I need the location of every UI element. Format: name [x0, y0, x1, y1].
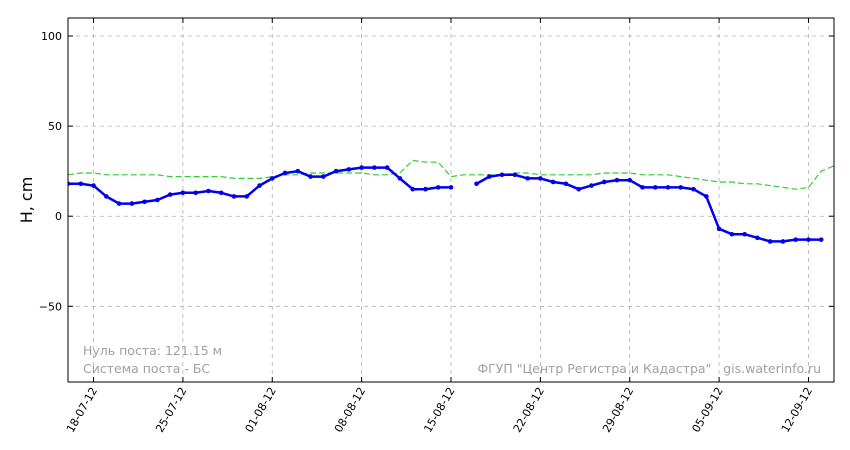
level-data-point	[589, 183, 594, 188]
x-tick-label: 01-08-12	[243, 385, 279, 435]
level-data-point	[499, 172, 505, 178]
level-data-point	[206, 188, 211, 194]
level-data-point	[295, 168, 301, 174]
level-data-point	[423, 186, 428, 192]
level-data-point	[333, 168, 339, 174]
level-data-point	[269, 176, 275, 181]
series-layer	[68, 159, 849, 244]
level-data-point	[627, 177, 633, 183]
level-data-point	[844, 236, 849, 241]
level-data-point	[704, 194, 709, 199]
level-data-point	[397, 176, 403, 181]
level-data-point	[793, 237, 798, 242]
system-annotation: Система поста - БС	[83, 361, 210, 376]
x-tick-label: 22-08-12	[511, 385, 547, 435]
level-data-point	[780, 239, 786, 244]
level-data-point	[716, 226, 722, 232]
grid-lines	[68, 18, 834, 382]
x-tick-label: 29-08-12	[600, 385, 636, 435]
source-annotation: ФГУП "Центр Регистра и Кадастра" gis.wat…	[477, 361, 821, 376]
level-data-point	[193, 190, 198, 196]
level-data-point	[601, 179, 607, 185]
level-data-point	[640, 185, 645, 190]
level-data-point	[550, 179, 556, 185]
y-axis-label: H, cm	[17, 177, 36, 224]
level-data-point	[282, 170, 288, 176]
level-data-point	[525, 176, 530, 181]
level-data-point	[321, 174, 326, 179]
level-data-point	[614, 177, 620, 183]
level-data-point	[435, 185, 441, 190]
dashed-series-line	[68, 159, 834, 190]
level-data-point	[155, 197, 160, 203]
y-tick-label: −50	[39, 300, 62, 313]
level-data-point	[818, 237, 824, 242]
level-data-point	[691, 186, 696, 192]
level-data-point	[167, 192, 173, 197]
level-data-point	[742, 231, 747, 237]
x-tick-label: 08-08-12	[332, 385, 368, 435]
level-data-point	[512, 172, 518, 178]
level-data-point	[116, 201, 122, 206]
level-data-point	[806, 237, 811, 242]
x-tick-label: 05-09-12	[689, 385, 725, 435]
level-data-point	[665, 185, 671, 190]
level-data-point	[755, 235, 760, 241]
level-data-point	[487, 174, 492, 179]
level-data-point	[448, 185, 454, 190]
level-data-point	[180, 190, 186, 196]
x-tick-label: 12-09-12	[779, 385, 815, 435]
y-tick-label: 0	[55, 210, 62, 223]
level-data-point	[68, 181, 71, 187]
y-tick-label: 50	[48, 120, 62, 133]
level-data-point	[104, 194, 109, 199]
level-data-point	[372, 165, 377, 170]
level-data-point	[91, 183, 96, 188]
level-data-point	[729, 231, 735, 237]
zero-level-annotation: Нуль поста: 121.15 м	[83, 343, 222, 358]
level-data-point	[652, 185, 658, 190]
level-data-point	[576, 186, 581, 192]
level-data-point	[474, 181, 479, 187]
level-data-point	[129, 201, 135, 206]
level-series-line	[475, 173, 822, 243]
level-data-point	[384, 165, 390, 170]
x-tick-label: 25-07-12	[153, 385, 189, 435]
level-data-point	[538, 176, 543, 181]
level-data-point	[244, 194, 250, 199]
x-tick-label: 18-07-12	[64, 385, 100, 435]
level-data-point	[359, 165, 364, 170]
level-data-point	[218, 190, 224, 196]
y-tick-label: 100	[41, 30, 62, 43]
level-data-point	[346, 167, 352, 172]
level-data-point	[410, 186, 416, 192]
level-data-point	[308, 174, 313, 179]
level-data-point	[142, 199, 147, 205]
x-tick-label: 15-08-12	[421, 385, 457, 435]
level-data-point	[678, 185, 684, 190]
level-data-point	[563, 181, 569, 187]
level-data-point	[231, 194, 237, 199]
plot-frame	[67, 17, 835, 383]
level-data-point	[767, 239, 773, 244]
level-data-point	[78, 181, 84, 187]
level-data-point	[257, 183, 262, 188]
